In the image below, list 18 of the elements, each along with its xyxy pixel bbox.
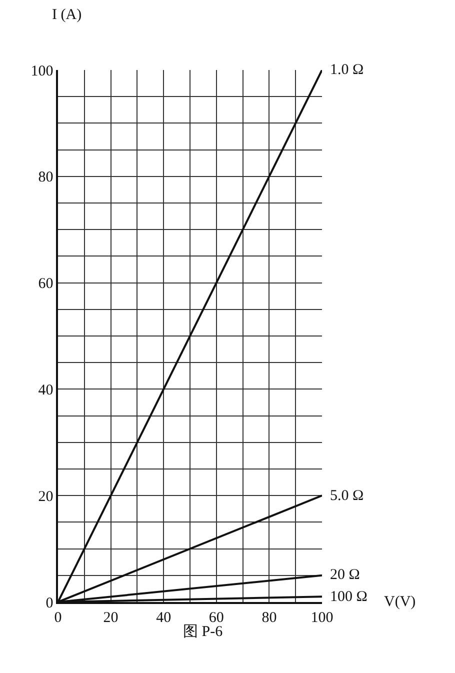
x-tick-label: 100: [310, 610, 334, 626]
series-label: 20 Ω: [330, 567, 360, 583]
y-tick-label: 20: [38, 488, 54, 505]
x-axis-title: V(V): [384, 594, 416, 610]
series-label: 100 Ω: [330, 589, 368, 605]
y-tick-label: 60: [38, 276, 54, 292]
series-label: 1.0 Ω: [330, 62, 364, 78]
y-tick-label: 40: [38, 382, 54, 398]
y-tick-label: 0: [46, 595, 54, 612]
y-tick-label: 80: [38, 170, 54, 186]
x-tick-label: 40: [156, 610, 172, 626]
x-tick-label: 80: [262, 610, 277, 626]
x-tick-label: 20: [103, 610, 118, 626]
x-tick-label: 60: [208, 610, 224, 626]
text: 图 P-6: [183, 624, 224, 640]
y-tick-label: 100: [30, 63, 54, 80]
y-axis-title: I (A): [52, 7, 82, 23]
series-label: 5.0 Ω: [330, 488, 364, 504]
